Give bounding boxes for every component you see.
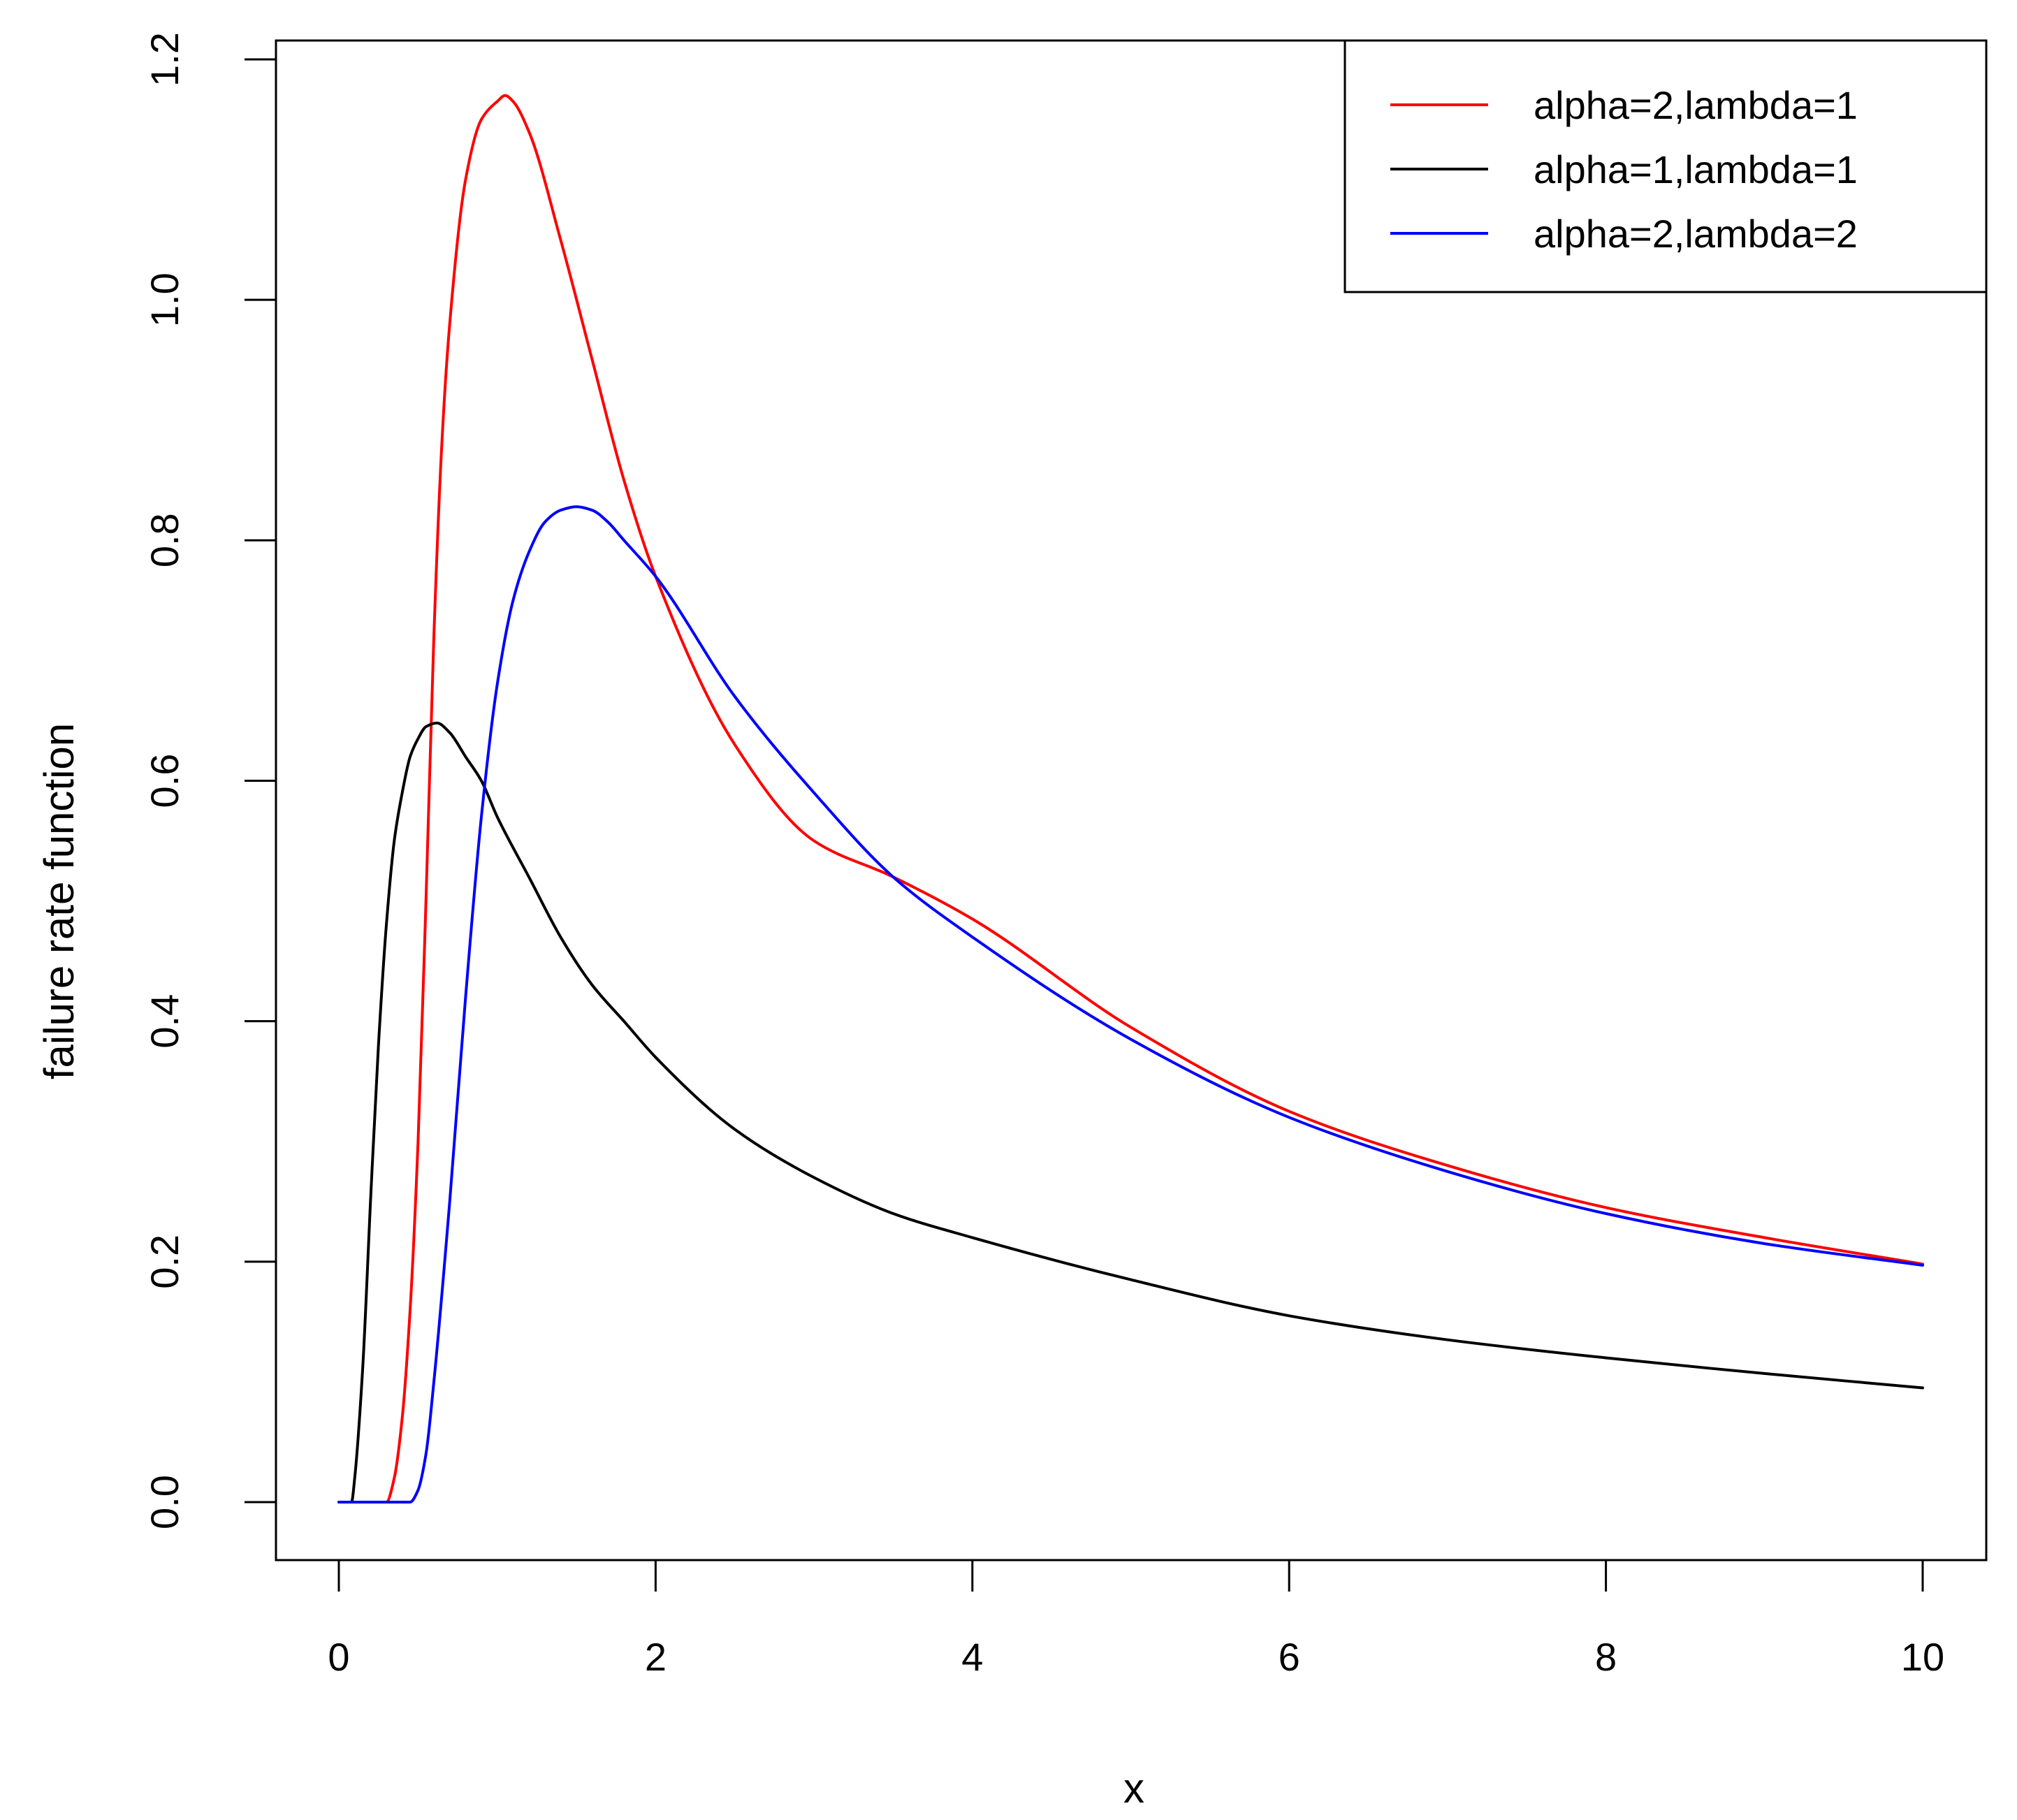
y-tick-label: 0.0: [143, 1475, 187, 1529]
y-tick-label: 0.2: [143, 1235, 187, 1289]
x-axis-title: x: [1123, 1765, 1144, 1812]
x-tick-label: 4: [961, 1635, 983, 1679]
x-tick-label: 10: [1901, 1635, 1944, 1679]
legend-label-3: alpha=2,lambda=2: [1534, 212, 1858, 256]
legend-label-1: alpha=2,lambda=1: [1534, 83, 1858, 127]
series-layer: [337, 94, 1924, 1504]
y-tick-label: 0.8: [143, 513, 187, 567]
series-line-1: [337, 94, 1924, 1504]
y-tick-label: 0.4: [143, 994, 187, 1049]
y-tick-label: 1.2: [143, 32, 187, 87]
y-axis: 0.0 0.2 0.4 0.6 0.8 1.0 1.2: [143, 32, 277, 1529]
x-tick-label: 2: [645, 1635, 667, 1679]
legend-label-2: alpha=1,lambda=1: [1534, 147, 1858, 191]
series-line-2: [337, 721, 1924, 1504]
series-line-3: [337, 505, 1924, 1504]
x-tick-label: 8: [1595, 1635, 1617, 1679]
y-tick-label: 1.0: [143, 272, 187, 327]
x-tick-label: 0: [328, 1635, 349, 1679]
x-tick-label: 6: [1279, 1635, 1300, 1679]
y-axis-title: failure rate function: [36, 723, 82, 1079]
y-tick-label: 0.6: [143, 754, 187, 808]
legend-box: [1344, 39, 1988, 293]
x-axis: 0 2 4 6 8 10: [328, 1559, 1944, 1679]
legend: alpha=2,lambda=1 alpha=1,lambda=1 alpha=2,…: [1344, 39, 1988, 293]
